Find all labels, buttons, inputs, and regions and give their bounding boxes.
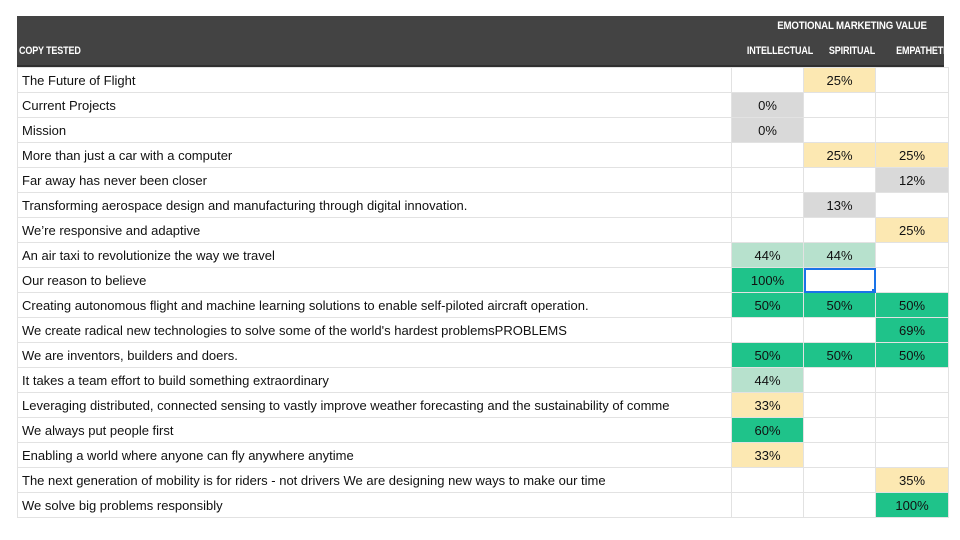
empathetic-cell[interactable] bbox=[875, 192, 949, 218]
spiritual-cell[interactable]: 13% bbox=[803, 192, 876, 218]
table-row: More than just a car with a computer 25% 2… bbox=[17, 142, 949, 168]
copy-cell[interactable]: We solve big problems responsibly bbox=[17, 492, 732, 518]
results-table: The Future of Flight 25% Current Projects 0… bbox=[17, 67, 949, 518]
table-row: Enabling a world where anyone can fly an… bbox=[17, 442, 949, 468]
empathetic-cell[interactable] bbox=[875, 67, 949, 93]
intellectual-cell[interactable] bbox=[731, 142, 804, 168]
table-row: We solve big problems responsibly 100% bbox=[17, 492, 949, 518]
table-row: An air taxi to revolutionize the way we … bbox=[17, 242, 949, 268]
intellectual-cell[interactable]: 0% bbox=[731, 92, 804, 118]
table-row: The Future of Flight 25% bbox=[17, 67, 949, 93]
intellectual-cell[interactable] bbox=[731, 167, 804, 193]
header-intellectual: INTELLECTUAL bbox=[746, 45, 814, 57]
copy-cell[interactable]: The Future of Flight bbox=[17, 67, 732, 93]
spiritual-cell[interactable] bbox=[803, 417, 876, 443]
intellectual-cell[interactable]: 60% bbox=[731, 417, 804, 443]
table-row: We are inventors, builders and doers. 50%… bbox=[17, 342, 949, 368]
intellectual-cell[interactable]: 44% bbox=[731, 242, 804, 268]
intellectual-cell[interactable] bbox=[731, 467, 804, 493]
intellectual-cell[interactable] bbox=[731, 492, 804, 518]
spiritual-cell[interactable]: 50% bbox=[803, 292, 876, 318]
header-group-label: EMOTIONAL MARKETING VALUE bbox=[777, 20, 927, 32]
empathetic-cell[interactable] bbox=[875, 117, 949, 143]
spiritual-cell[interactable] bbox=[803, 167, 876, 193]
spreadsheet: EMOTIONAL MARKETING VALUE COPY TESTED IN… bbox=[17, 16, 952, 518]
spiritual-cell[interactable] bbox=[803, 467, 876, 493]
copy-cell[interactable]: The next generation of mobility is for r… bbox=[17, 467, 732, 493]
spiritual-cell[interactable]: 25% bbox=[803, 67, 876, 93]
spiritual-cell[interactable] bbox=[803, 92, 876, 118]
spiritual-cell[interactable] bbox=[803, 317, 876, 343]
table-row: We create radical new technologies to so… bbox=[17, 317, 949, 343]
spiritual-cell[interactable] bbox=[803, 442, 876, 468]
fill-handle[interactable] bbox=[872, 289, 875, 292]
empathetic-cell[interactable]: 25% bbox=[875, 217, 949, 243]
empathetic-cell[interactable]: 35% bbox=[875, 467, 949, 493]
empathetic-cell[interactable] bbox=[875, 242, 949, 268]
copy-cell[interactable]: Transforming aerospace design and manufa… bbox=[17, 192, 732, 218]
header-row: EMOTIONAL MARKETING VALUE COPY TESTED IN… bbox=[17, 16, 952, 67]
empathetic-cell[interactable]: 12% bbox=[875, 167, 949, 193]
spiritual-cell[interactable] bbox=[803, 217, 876, 243]
copy-cell[interactable]: Mission bbox=[17, 117, 732, 143]
intellectual-cell[interactable]: 33% bbox=[731, 392, 804, 418]
empathetic-cell[interactable] bbox=[875, 367, 949, 393]
empathetic-cell[interactable]: 25% bbox=[875, 142, 949, 168]
table-row: We always put people first 60% bbox=[17, 417, 949, 443]
header-spiritual: SPIRITUAL bbox=[828, 45, 876, 57]
spiritual-cell[interactable] bbox=[803, 492, 876, 518]
intellectual-cell[interactable]: 50% bbox=[731, 342, 804, 368]
header-copy-tested: COPY TESTED bbox=[19, 45, 81, 57]
intellectual-cell[interactable] bbox=[731, 317, 804, 343]
header-empathetic: EMPATHETIC bbox=[896, 45, 952, 57]
intellectual-cell[interactable] bbox=[731, 67, 804, 93]
spiritual-cell[interactable]: 50% bbox=[803, 342, 876, 368]
intellectual-cell[interactable]: 100% bbox=[731, 267, 804, 293]
table-row: The next generation of mobility is for r… bbox=[17, 467, 949, 493]
empathetic-cell[interactable] bbox=[875, 267, 949, 293]
empathetic-cell[interactable] bbox=[875, 392, 949, 418]
copy-cell[interactable]: We are inventors, builders and doers. bbox=[17, 342, 732, 368]
intellectual-cell[interactable]: 33% bbox=[731, 442, 804, 468]
table-row: Far away has never been closer 12% bbox=[17, 167, 949, 193]
copy-cell[interactable]: Creating autonomous flight and machine l… bbox=[17, 292, 732, 318]
copy-cell[interactable]: It takes a team effort to build somethin… bbox=[17, 367, 732, 393]
intellectual-cell[interactable]: 0% bbox=[731, 117, 804, 143]
empathetic-cell[interactable]: 69% bbox=[875, 317, 949, 343]
table-row: Current Projects 0% bbox=[17, 92, 949, 118]
empathetic-cell[interactable] bbox=[875, 92, 949, 118]
table-row: Creating autonomous flight and machine l… bbox=[17, 292, 949, 318]
copy-cell[interactable]: We’re responsive and adaptive bbox=[17, 217, 732, 243]
spiritual-cell[interactable]: 25% bbox=[803, 142, 876, 168]
copy-cell[interactable]: We always put people first bbox=[17, 417, 732, 443]
selected-cell[interactable] bbox=[803, 267, 876, 293]
empathetic-cell[interactable]: 100% bbox=[875, 492, 949, 518]
intellectual-cell[interactable] bbox=[731, 217, 804, 243]
table-row: Leveraging distributed, connected sensin… bbox=[17, 392, 949, 418]
table-row: Transforming aerospace design and manufa… bbox=[17, 192, 949, 218]
copy-cell[interactable]: An air taxi to revolutionize the way we … bbox=[17, 242, 732, 268]
copy-cell[interactable]: We create radical new technologies to so… bbox=[17, 317, 732, 343]
empathetic-cell[interactable] bbox=[875, 442, 949, 468]
intellectual-cell[interactable]: 50% bbox=[731, 292, 804, 318]
copy-cell[interactable]: Far away has never been closer bbox=[17, 167, 732, 193]
table-row: Our reason to believe 100% bbox=[17, 267, 949, 293]
copy-cell[interactable]: Leveraging distributed, connected sensin… bbox=[17, 392, 732, 418]
copy-cell[interactable]: Enabling a world where anyone can fly an… bbox=[17, 442, 732, 468]
spiritual-cell[interactable] bbox=[803, 392, 876, 418]
copy-cell[interactable]: More than just a car with a computer bbox=[17, 142, 732, 168]
intellectual-cell[interactable]: 44% bbox=[731, 367, 804, 393]
copy-cell[interactable]: Our reason to believe bbox=[17, 267, 732, 293]
empathetic-cell[interactable] bbox=[875, 417, 949, 443]
table-row: It takes a team effort to build somethin… bbox=[17, 367, 949, 393]
table-row: Mission 0% bbox=[17, 117, 949, 143]
spiritual-cell[interactable] bbox=[803, 117, 876, 143]
copy-cell[interactable]: Current Projects bbox=[17, 92, 732, 118]
spiritual-cell[interactable]: 44% bbox=[803, 242, 876, 268]
empathetic-cell[interactable]: 50% bbox=[875, 342, 949, 368]
spiritual-cell[interactable] bbox=[803, 367, 876, 393]
table-row: We’re responsive and adaptive 25% bbox=[17, 217, 949, 243]
intellectual-cell[interactable] bbox=[731, 192, 804, 218]
empathetic-cell[interactable]: 50% bbox=[875, 292, 949, 318]
